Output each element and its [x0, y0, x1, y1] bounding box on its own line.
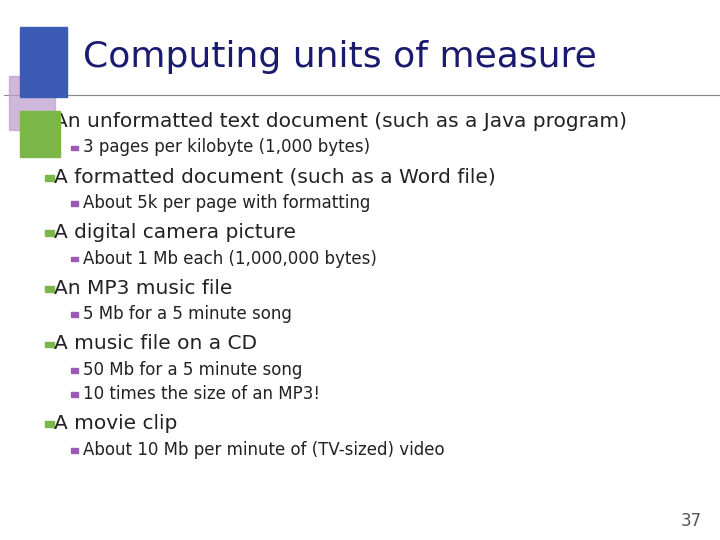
Bar [20, 111, 60, 157]
Bar [71, 448, 78, 453]
Text: A music file on a CD: A music file on a CD [54, 334, 257, 354]
Text: 10 times the size of an MP3!: 10 times the size of an MP3! [83, 385, 320, 403]
Text: Computing units of measure: Computing units of measure [83, 40, 597, 73]
Bar [45, 286, 54, 292]
Bar [71, 393, 78, 397]
Bar [9, 76, 55, 130]
Text: 3 pages per kilobyte (1,000 bytes): 3 pages per kilobyte (1,000 bytes) [83, 138, 370, 157]
Bar [45, 174, 54, 180]
Bar [71, 257, 78, 261]
Bar [45, 421, 54, 428]
Text: About 1 Mb each (1,000,000 bytes): About 1 Mb each (1,000,000 bytes) [83, 249, 377, 268]
Bar [20, 27, 67, 97]
Text: An unformatted text document (such as a Java program): An unformatted text document (such as a … [54, 112, 627, 131]
Bar [45, 341, 54, 348]
Bar [45, 230, 54, 237]
Text: A digital camera picture: A digital camera picture [54, 223, 296, 242]
Bar [71, 201, 78, 206]
Text: 50 Mb for a 5 minute song: 50 Mb for a 5 minute song [83, 361, 302, 379]
Text: 5 Mb for a 5 minute song: 5 Mb for a 5 minute song [83, 305, 292, 323]
Text: 37: 37 [681, 512, 702, 530]
Text: An MP3 music file: An MP3 music file [54, 279, 233, 298]
Bar [71, 146, 78, 150]
Bar [71, 368, 78, 373]
Text: A movie clip: A movie clip [54, 414, 177, 434]
Bar [71, 313, 78, 317]
Text: About 10 Mb per minute of (TV-sized) video: About 10 Mb per minute of (TV-sized) vid… [83, 441, 444, 459]
Text: A formatted document (such as a Word file): A formatted document (such as a Word fil… [54, 167, 496, 187]
Text: About 5k per page with formatting: About 5k per page with formatting [83, 194, 370, 212]
Bar [45, 119, 54, 125]
